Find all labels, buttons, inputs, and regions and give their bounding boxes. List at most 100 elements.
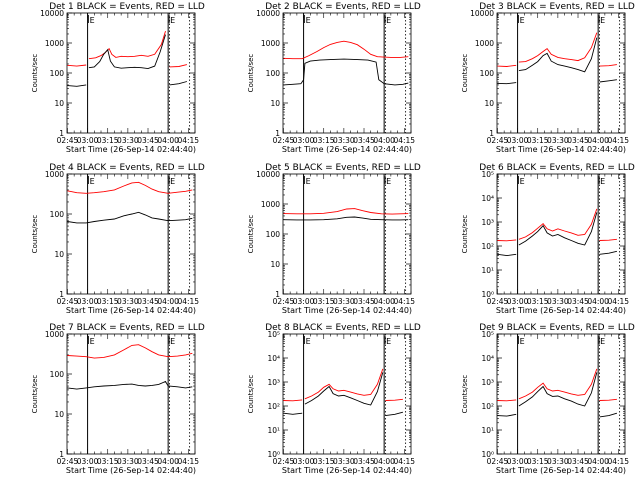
x-tick-label: 03:00 [77, 136, 99, 145]
y-tick-label: 100 [50, 69, 65, 78]
x-tick-label: 03:15 [527, 136, 549, 145]
panel-title: Det 3 BLACK = Events, RED = LLD [479, 2, 635, 12]
x-tick-label: 03:15 [97, 297, 119, 306]
x-tick-label: 03:15 [313, 136, 335, 145]
lld-series-line [67, 31, 192, 67]
detector-panel-8: Det 8 BLACK = Events, RED = LLD 10⁰ 10¹ 10²… [247, 323, 421, 475]
y-tick-label: 1000 [45, 330, 64, 339]
x-tick-label: 03:30 [117, 297, 139, 306]
x-tick-label: 03:45 [567, 297, 589, 306]
x-tick-label: 03:15 [97, 457, 119, 466]
y-tick-label: 1 [59, 290, 64, 299]
x-tick-label: 02:45 [273, 297, 295, 306]
plot-frame [496, 173, 626, 295]
y-tick-label: 10³ [481, 378, 494, 387]
x-tick-label: 03:45 [137, 297, 159, 306]
detector-panel-7: Det 7 BLACK = Events, RED = LLD 1 10 100 100… [31, 323, 205, 475]
y-tick-label: 100 [480, 69, 495, 78]
plot-frame [282, 173, 412, 295]
x-tick-label: 03:15 [97, 136, 119, 145]
detector-panel-9: Det 9 BLACK = Events, RED = LLD 10⁰ 10¹ 10²… [461, 323, 635, 475]
y-tick-label: 1000 [45, 170, 64, 179]
y-tick-label: 10¹ [481, 266, 494, 275]
panel-title: Det 4 BLACK = Events, RED = LLD [49, 163, 205, 173]
y-tick-label: 10⁵ [267, 330, 280, 339]
panel-title: Det 1 BLACK = Events, RED = LLD [49, 2, 205, 12]
plot-frame [66, 12, 196, 134]
x-axis-label: Start Time (26-Sep-14 02:44:40) [496, 466, 626, 475]
y-tick-label: 10¹ [267, 426, 280, 435]
events-series-line [283, 58, 409, 86]
lld-series-line [67, 181, 193, 194]
events-series-line [67, 35, 192, 87]
x-tick-label: 04:00 [373, 297, 395, 306]
y-tick-label: 10⁴ [481, 354, 494, 363]
x-tick-label: 03:15 [313, 457, 335, 466]
x-tick-label: 04:00 [373, 457, 395, 466]
interval-flag-label: E [170, 16, 175, 25]
interval-flag-label: E [386, 16, 391, 25]
x-tick-label: 03:45 [567, 136, 589, 145]
x-tick-label: 03:00 [293, 457, 315, 466]
y-axis-label: Counts/sec [247, 375, 255, 414]
x-axis-label: Start Time (26-Sep-14 02:44:40) [66, 466, 196, 475]
x-tick-label: 03:30 [547, 136, 569, 145]
y-tick-label: 10⁵ [481, 330, 494, 339]
y-tick-label: 10⁰ [481, 450, 494, 459]
x-tick-label: 03:00 [77, 457, 99, 466]
y-tick-label: 1000 [45, 39, 64, 48]
events-series-line [497, 38, 622, 84]
y-tick-label: 10³ [481, 218, 494, 227]
y-tick-label: 100 [266, 69, 281, 78]
plot-frame [282, 333, 412, 455]
x-tick-label: 02:45 [57, 297, 79, 306]
x-tick-label: 03:45 [353, 297, 375, 306]
detector-panel-6: Det 6 BLACK = Events, RED = LLD 10⁰ 10¹ 10²… [461, 163, 635, 315]
plot-frame [66, 173, 196, 295]
x-tick-label: 04:15 [393, 136, 415, 145]
y-tick-label: 1000 [261, 39, 280, 48]
events-series-line [67, 380, 193, 390]
lld-series-line [497, 369, 622, 401]
x-tick-label: 02:45 [57, 136, 79, 145]
x-tick-label: 04:15 [607, 297, 629, 306]
panel-title: Det 7 BLACK = Events, RED = LLD [49, 323, 205, 333]
x-tick-label: 04:15 [177, 136, 199, 145]
x-tick-label: 03:00 [507, 136, 529, 145]
x-tick-label: 04:00 [157, 457, 179, 466]
x-tick-label: 03:15 [527, 297, 549, 306]
y-tick-label: 10 [54, 250, 64, 259]
events-series-line [497, 212, 622, 255]
detector-panel-4: Det 4 BLACK = Events, RED = LLD 1 10 100 100… [31, 163, 205, 315]
x-tick-label: 03:45 [137, 457, 159, 466]
y-tick-label: 10² [481, 402, 494, 411]
x-tick-label: 04:15 [393, 297, 415, 306]
y-tick-label: 1 [59, 450, 64, 459]
y-tick-label: 10⁵ [481, 170, 494, 179]
y-tick-label: 10¹ [481, 426, 494, 435]
x-tick-label: 03:15 [313, 297, 335, 306]
y-tick-label: 1 [489, 129, 494, 138]
interval-flag-label: E [306, 177, 311, 186]
x-tick-label: 03:45 [137, 136, 159, 145]
x-tick-label: 02:45 [57, 457, 79, 466]
y-axis-label: Counts/sec [31, 54, 39, 93]
y-tick-label: 1 [275, 129, 280, 138]
x-tick-label: 04:15 [177, 457, 199, 466]
y-tick-label: 1 [275, 290, 280, 299]
lld-series-line [497, 33, 622, 67]
x-tick-label: 03:30 [333, 136, 355, 145]
panel-title: Det 5 BLACK = Events, RED = LLD [265, 163, 421, 173]
events-series-line [283, 372, 408, 415]
y-axis-label: Counts/sec [461, 375, 469, 414]
y-tick-label: 10 [270, 260, 280, 269]
events-series-line [67, 211, 193, 224]
y-tick-label: 10 [54, 99, 64, 108]
y-tick-label: 1 [59, 129, 64, 138]
y-tick-label: 10⁰ [481, 290, 494, 299]
lld-series-line [497, 209, 622, 241]
x-tick-label: 04:00 [587, 136, 609, 145]
events-series-line [497, 372, 622, 417]
x-tick-label: 04:15 [607, 136, 629, 145]
y-tick-label: 100 [266, 230, 281, 239]
